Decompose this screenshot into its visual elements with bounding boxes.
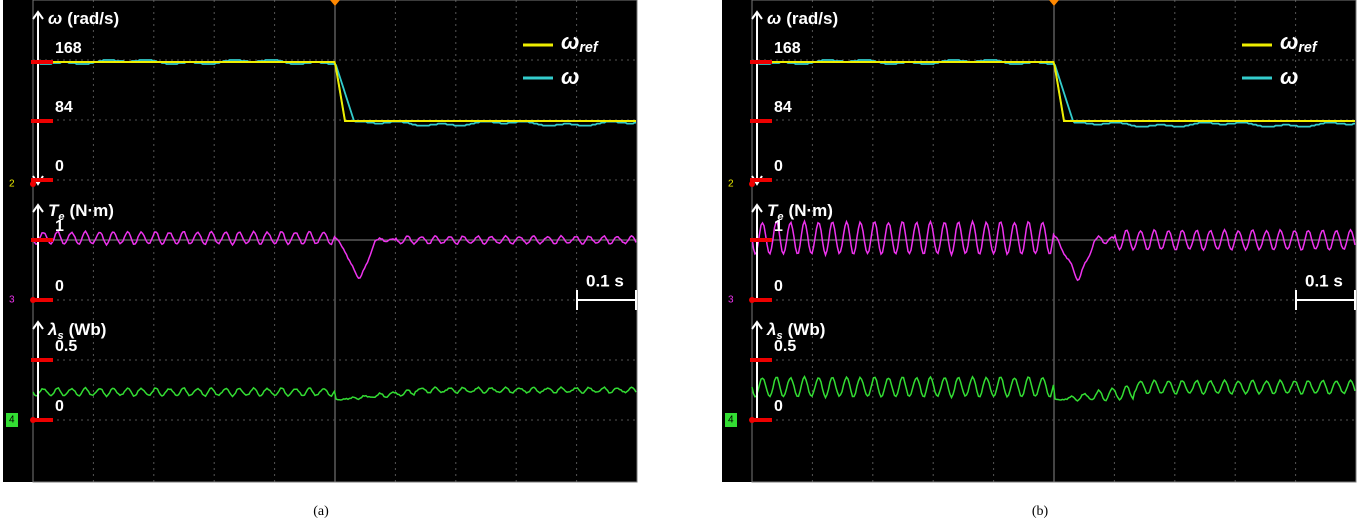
axis-label: ω (rad/s) [48,9,119,28]
level-label: 1 [774,218,783,235]
time-scale-label: 0.1 s [1305,271,1343,290]
symbol: ω [767,9,781,28]
level-label: 0 [774,398,783,415]
figure: ω(rad/s)Te(N·m)λs(Wb)168840100.50234ωref… [0,0,1369,529]
level-marker [31,119,53,123]
level-label: 84 [55,99,73,116]
unit: (N·m) [70,201,114,220]
channel-dot [749,181,755,187]
level-label: 84 [774,99,792,116]
channel-label: 2 [728,179,734,190]
subscript: ref [1298,40,1318,56]
level-label: 0 [774,278,783,295]
symbol: ω [561,29,579,54]
channel-label: 4 [9,415,15,426]
level-marker [750,358,772,362]
level-marker [750,119,772,123]
unit: (rad/s) [786,9,838,28]
symbol: ω [561,64,579,89]
subscript: ref [579,40,599,56]
page: ω(rad/s)Te(N·m)λs(Wb)168840100.50234ωref… [0,0,1369,529]
level-label: 0 [55,398,64,415]
axis-label: ω [1280,64,1298,89]
channel-label: 2 [9,179,15,190]
screen [3,0,637,482]
level-label: 0.5 [55,338,77,355]
level-label: 0 [774,158,783,175]
level-label: 0 [55,278,64,295]
symbol: ω [1280,64,1298,89]
level-label: 0.5 [774,338,796,355]
caption: (b) [1032,504,1049,519]
level-marker [750,238,772,242]
level-marker [31,358,53,362]
level-label: 168 [55,40,82,57]
channel-dot [30,417,36,423]
symbol: λ [47,320,57,339]
unit: (N·m) [789,201,833,220]
unit: (Wb) [788,320,826,339]
channel-dot [749,417,755,423]
channel-label: 4 [728,415,734,426]
symbol: ω [1280,29,1298,54]
channel-label: 3 [728,295,734,306]
caption: (a) [313,504,329,519]
symbol: ω [48,9,62,28]
symbol: λ [766,320,776,339]
unit: (Wb) [69,320,107,339]
channel-dot [30,297,36,303]
channel-label: 3 [9,295,15,306]
level-marker [31,238,53,242]
channel-dot [749,297,755,303]
level-label: 168 [774,40,801,57]
time-scale-label: 0.1 s [586,271,624,290]
level-marker [31,60,53,64]
level-label: 0 [55,158,64,175]
level-marker [750,60,772,64]
unit: (rad/s) [67,9,119,28]
channel-dot [30,181,36,187]
axis-label: ω (rad/s) [767,9,838,28]
axis-label: ω [561,64,579,89]
level-label: 1 [55,218,64,235]
